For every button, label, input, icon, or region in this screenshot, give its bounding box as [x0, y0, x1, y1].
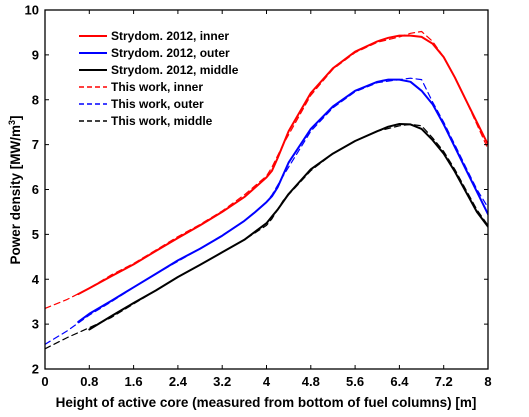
legend-label-strydom-2012-inner: Strydom. 2012, inner: [111, 29, 229, 43]
legend-label-this-work-outer: This work, outer: [111, 97, 204, 111]
series-line-this-work-outer: [45, 77, 488, 345]
y-tick-label: 8: [32, 92, 39, 107]
series-line-this-work-middle: [45, 123, 488, 350]
y-axis-label: Power density [MW/m3]: [7, 115, 23, 264]
x-tick-label: 0.8: [80, 374, 98, 389]
series-line-this-work-inner: [45, 30, 488, 309]
y-tick-label: 6: [32, 182, 39, 197]
x-tick-label: 2.4: [169, 374, 188, 389]
x-axis-label: Height of active core (measured from bot…: [56, 395, 477, 410]
y-axis: 2 3 4 5 6 7 8 9 10: [25, 3, 488, 377]
x-tick-label: 3.2: [213, 374, 231, 389]
x-tick-label: 6.4: [390, 374, 409, 389]
y-tick-label: 9: [32, 47, 39, 62]
y-tick-label: 5: [32, 227, 39, 242]
legend-label-this-work-inner: This work, inner: [111, 80, 203, 94]
x-tick-label: 1.6: [125, 374, 143, 389]
series-layer: [45, 30, 488, 350]
x-tick-label: 8: [484, 374, 491, 389]
x-tick-label: 5.6: [346, 374, 364, 389]
y-tick-label: 3: [32, 317, 39, 332]
y-tick-label: 10: [25, 3, 39, 18]
legend: Strydom. 2012, inner Strydom. 2012, outer…: [79, 29, 239, 128]
x-tick-label: 4.8: [302, 374, 320, 389]
series-line-strydom-2012-middle: [88, 123, 488, 331]
y-tick-label: 2: [32, 362, 39, 377]
x-axis: 0 0.8 1.6 2.4 3.2 4 4.8 5.6 6.4 7.2 8: [41, 10, 492, 389]
legend-label-this-work-middle: This work, middle: [111, 114, 213, 128]
x-tick-label: 0: [41, 374, 48, 389]
y-tick-label: 4: [32, 272, 40, 287]
legend-label-strydom-2012-middle: Strydom. 2012, middle: [111, 63, 239, 77]
legend-label-strydom-2012-outer: Strydom. 2012, outer: [111, 46, 230, 60]
x-tick-label: 4: [263, 374, 271, 389]
y-tick-label: 7: [32, 137, 39, 152]
x-tick-label: 7.2: [435, 374, 453, 389]
